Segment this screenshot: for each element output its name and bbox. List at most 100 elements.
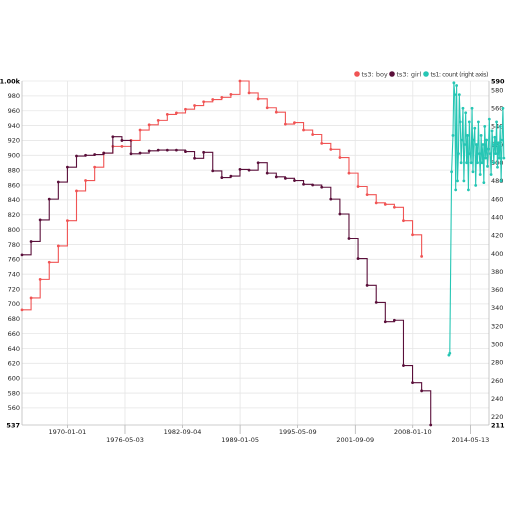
legend-item-0[interactable]: ts3: boy [354,70,388,78]
data-point [147,123,151,127]
data-point [496,165,499,169]
y-left-tick-label: 620 [8,360,20,368]
data-point [320,185,324,189]
y-left-tick-label: 680 [8,315,20,323]
y-left-tick-label: 920 [8,137,20,145]
data-point [460,138,464,142]
data-point [129,152,133,156]
data-point [463,143,467,146]
data-point [429,423,433,427]
data-point [220,176,224,179]
y-right-min-label: 211 [491,421,505,429]
data-point [491,143,495,146]
data-point [448,351,452,355]
data-point [93,165,97,169]
data-point [302,182,305,186]
y-left-tick-label: 640 [8,345,20,353]
data-point [102,151,106,155]
x-tick-label: 1970-01-01 [49,428,87,436]
legend-label: ts1: count (right axis) [431,70,489,78]
y-left-tick-label: 940 [8,122,20,130]
x-tick-label: 2008-01-10 [394,428,432,436]
data-point [329,147,333,151]
legend-item-2[interactable]: ts1: count (right axis) [423,70,489,78]
data-point [483,124,487,128]
data-point [247,168,251,172]
y-left-tick-label: 960 [8,107,20,115]
data-point [56,180,60,184]
data-point [392,205,396,209]
data-point [488,152,492,156]
data-point [193,104,196,107]
data-point [256,97,260,101]
y-left-tick-label: 560 [8,404,20,412]
y-right-tick-label: 280 [491,359,503,367]
y-left-max-label: 1.00k [0,77,21,85]
data-point [466,134,469,137]
y-left-tick-label: 600 [8,374,20,382]
data-point [496,141,500,145]
data-point [356,185,360,188]
data-point [484,156,488,160]
y-left-tick-label: 660 [8,330,20,338]
data-point [29,240,33,243]
data-point [29,296,33,300]
data-point [470,106,474,110]
data-point [283,122,287,126]
data-point [455,84,459,87]
data-point [480,161,484,165]
data-point [193,156,196,160]
data-point [365,193,369,197]
data-point [495,120,498,124]
data-point [120,139,124,142]
legend[interactable]: ts3: boy ts3: girl ts1: count (right axis) [354,70,489,78]
data-point [383,202,387,206]
data-point [465,161,468,165]
y-right-tick-label: 300 [491,341,503,349]
data-point [238,79,242,83]
x-tick-label: 2001-09-09 [336,436,374,444]
data-point [420,254,424,258]
data-point [468,152,472,156]
series-line-1 [22,136,432,425]
data-point [120,144,124,148]
data-point [283,176,287,180]
data-point [476,161,479,165]
data-point [457,152,460,156]
data-point [311,133,315,136]
data-point [247,91,251,95]
data-point [202,150,206,154]
data-point [411,381,414,385]
legend-item-1[interactable]: ts3: girl [389,70,421,78]
series-group-2 [447,81,506,357]
y-left-tick-label: 720 [8,285,20,293]
data-point [473,126,477,130]
data-point [175,111,178,115]
data-point [472,138,476,142]
data-point [175,148,178,152]
y-left-tick-label: 900 [8,152,20,160]
data-point [84,153,87,157]
data-point [66,165,69,169]
data-point [93,153,97,156]
legend-swatch [354,71,360,77]
data-point [497,156,501,160]
data-point [165,113,169,116]
data-point [459,161,463,165]
data-point [111,135,115,139]
data-point [500,138,504,142]
data-point [338,212,342,216]
data-point [493,135,497,139]
data-point [461,106,465,110]
data-point [38,218,42,222]
data-point [220,95,224,99]
data-point [486,147,490,151]
data-point [457,93,461,97]
y-left-tick-label: 740 [8,270,20,278]
series-group-0 [20,79,424,312]
data-point [467,188,470,192]
data-point [467,120,471,124]
data-point [238,168,242,171]
x-tick-label: 2014-05-13 [451,436,489,444]
